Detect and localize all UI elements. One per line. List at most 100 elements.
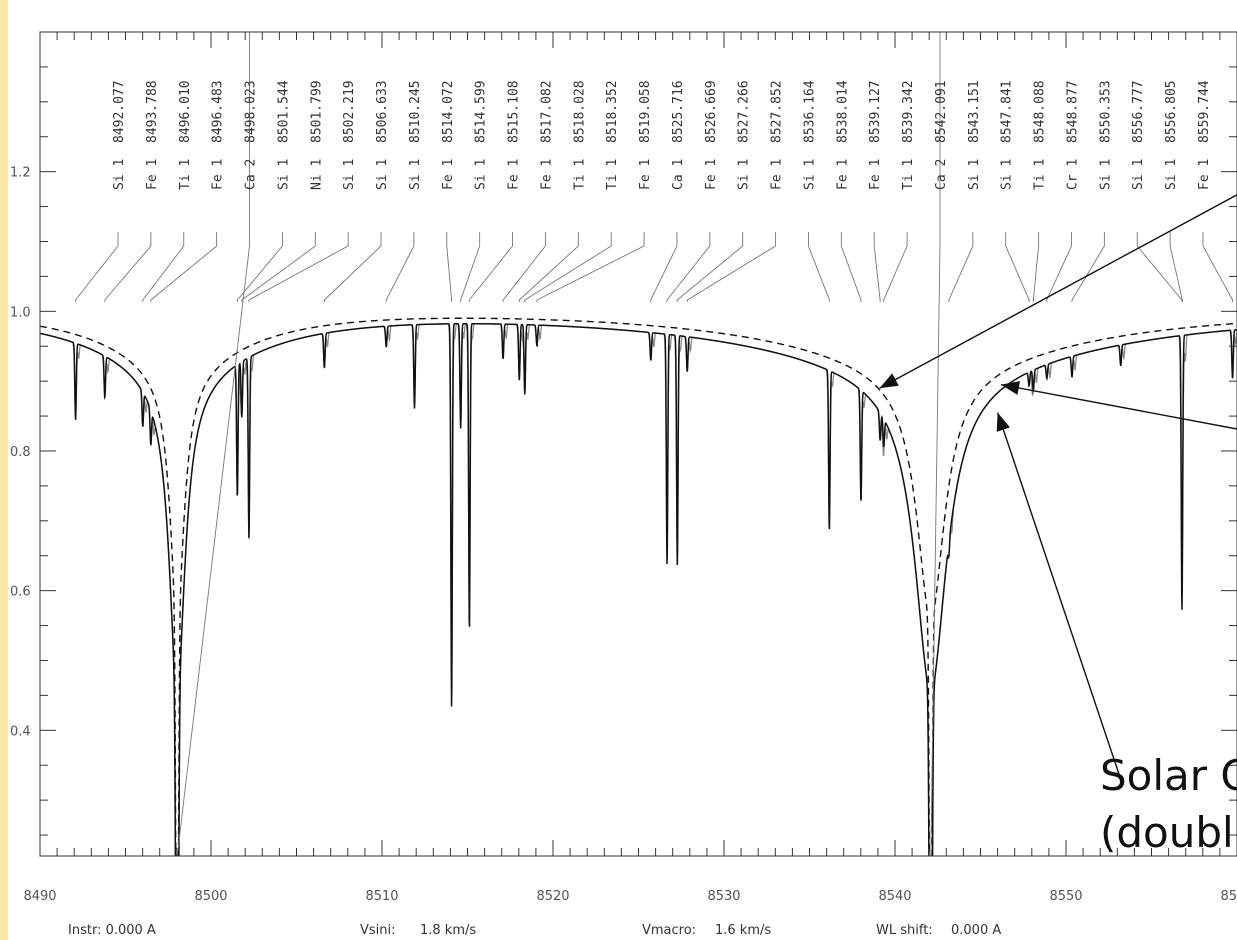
line-wavelength-label: 8536.164 — [802, 80, 817, 143]
line-wavelength-label: 8556.777 — [1131, 80, 1146, 143]
annotation-arrow-line — [879, 193, 1237, 389]
line-element-label: Si 1 — [276, 159, 291, 190]
line-wavelength-label: 8538.014 — [835, 80, 850, 143]
x-tick-label: 8530 — [707, 889, 740, 904]
line-wavelength-label: 8496.483 — [211, 80, 226, 143]
spectra-group — [40, 317, 1237, 856]
line-marker-30 — [1071, 232, 1105, 302]
line-marker-33 — [1202, 232, 1234, 302]
line-wavelength-label: 8519.058 — [638, 80, 653, 143]
footer-wlshift-value: 0.000 A — [951, 923, 1001, 938]
y-tick-label: 0.6 — [10, 585, 31, 600]
line-wavelength-label: 8559.744 — [1197, 80, 1212, 143]
y-tick-label: 0.4 — [10, 724, 31, 739]
annotation-arrow-line — [1000, 383, 1237, 430]
line-element-label: Fe 1 — [835, 159, 850, 190]
line-element-label: Ti 1 — [901, 159, 916, 190]
y-tick-label: 0.8 — [10, 445, 31, 460]
line-wavelength-label: 8493.788 — [145, 80, 160, 143]
line-wavelength-label: 8510.245 — [408, 80, 423, 143]
line-wavelength-label: 8527.266 — [737, 80, 752, 143]
line-wavelength-label: 8556.805 — [1164, 80, 1179, 143]
line-marker-5 — [236, 232, 283, 302]
x-tick-label: 8540 — [878, 889, 911, 904]
line-wavelength-label: 8518.352 — [605, 80, 620, 143]
line-marker-24 — [883, 232, 908, 302]
line-wavelength-label: 8539.127 — [868, 80, 883, 143]
line-marker-3 — [150, 232, 218, 302]
line-element-label: Si 1 — [802, 159, 817, 190]
footer-instr: Instr: 0.000 A — [68, 923, 156, 938]
line-marker-20 — [686, 232, 777, 302]
line-marker-15 — [524, 232, 612, 302]
line-marker-6 — [241, 232, 316, 302]
line-wavelength-label: 8496.010 — [178, 80, 193, 143]
y-tick-label: 1.0 — [10, 305, 31, 320]
line-element-label: Ca 2 — [244, 159, 259, 190]
line-element-label: Si 1 — [474, 159, 489, 190]
footer-vmacro-label: Vmacro: — [642, 923, 696, 938]
x-tick-label: 8500 — [194, 889, 227, 904]
line-element-label: Cr 1 — [1065, 159, 1080, 190]
line-wavelength-label: 8501.544 — [276, 80, 291, 143]
line-element-label: Ni 1 — [309, 159, 324, 190]
line-element-label: Si 1 — [408, 159, 423, 190]
line-wavelength-label: 8548.088 — [1033, 80, 1048, 143]
annotation-group: Solar C (doubl — [879, 193, 1237, 857]
line-marker-17 — [650, 232, 678, 302]
line-element-label: Ca 1 — [671, 159, 686, 190]
spectrum-chart: Si 1 8492.077 Fe 1 8493.788 Ti 1 8496.010 Fe 1… — [10, 31, 1237, 938]
line-element-label: Ti 1 — [1033, 159, 1048, 190]
line-wavelength-label: 8550.353 — [1098, 80, 1113, 143]
line-marker-28 — [1032, 232, 1040, 302]
annotation-arrow-head — [1001, 381, 1021, 395]
line-marker-9 — [385, 232, 415, 302]
line-wavelength-label: 8527.852 — [770, 80, 785, 143]
line-wavelength-label: 8517.082 — [539, 80, 554, 143]
plot-panel: Si 1 8492.077 Fe 1 8493.788 Ti 1 8496.010 Fe 1… — [8, 0, 1237, 940]
line-element-label: Si 1 — [1164, 159, 1179, 190]
line-wavelength-label: 8506.633 — [375, 80, 390, 143]
line-element-label: Ti 1 — [178, 159, 193, 190]
line-marker-2 — [142, 232, 185, 302]
line-element-label: Si 1 — [375, 159, 390, 190]
line-wavelength-label: 8514.599 — [474, 80, 489, 143]
line-element-label: Si 1 — [1131, 159, 1146, 190]
annotation-line-2: (doubl — [1100, 808, 1234, 857]
line-marker-8 — [323, 232, 382, 302]
footer-vsini-value: 1.8 km/s — [420, 923, 476, 938]
line-wavelength-label: 8548.877 — [1065, 80, 1080, 143]
x-tick-label: 8510 — [365, 889, 398, 904]
line-marker-12 — [468, 232, 513, 302]
annotation-arrow-line — [996, 412, 1122, 780]
line-marker-4 — [176, 32, 250, 857]
line-marker-27 — [1005, 232, 1030, 302]
line-marker-32 — [1169, 232, 1183, 302]
line-marker-7 — [248, 232, 349, 302]
x-tick-label: 8550 — [1049, 889, 1082, 904]
line-wavelength-label: 8526.669 — [704, 80, 719, 143]
line-wavelength-label: 8518.028 — [572, 80, 587, 143]
line-marker-1 — [104, 232, 152, 302]
line-element-label: Fe 1 — [638, 159, 653, 190]
axes-group: 8490 8500 8510 8520 8530 8540 8550 8560 0.4 0.6 0.… — [10, 31, 1237, 904]
line-marker-14 — [518, 232, 579, 302]
line-marker-21 — [808, 232, 830, 302]
line-wavelength-label: 8502.219 — [342, 80, 357, 143]
line-wavelength-label: 8543.151 — [967, 80, 982, 143]
plot-frame — [39, 31, 1237, 857]
line-wavelength-label: 8492.077 — [112, 80, 127, 143]
line-element-label: Si 1 — [1000, 159, 1015, 190]
x-tick-label: 8490 — [23, 889, 56, 904]
line-marker-26 — [948, 232, 974, 302]
annotation-line-1: Solar C — [1100, 751, 1237, 800]
annotation-arrow-head — [879, 373, 899, 389]
line-marker-0 — [75, 232, 119, 302]
line-element-label: Si 1 — [1098, 159, 1113, 190]
line-wavelength-label: 8542.091 — [934, 80, 949, 143]
line-element-label: Fe 1 — [1197, 159, 1212, 190]
line-element-label: Ca 2 — [934, 159, 949, 190]
line-element-label: Ti 1 — [605, 159, 620, 190]
series-black-line — [40, 323, 1237, 856]
line-marker-18 — [666, 232, 711, 302]
